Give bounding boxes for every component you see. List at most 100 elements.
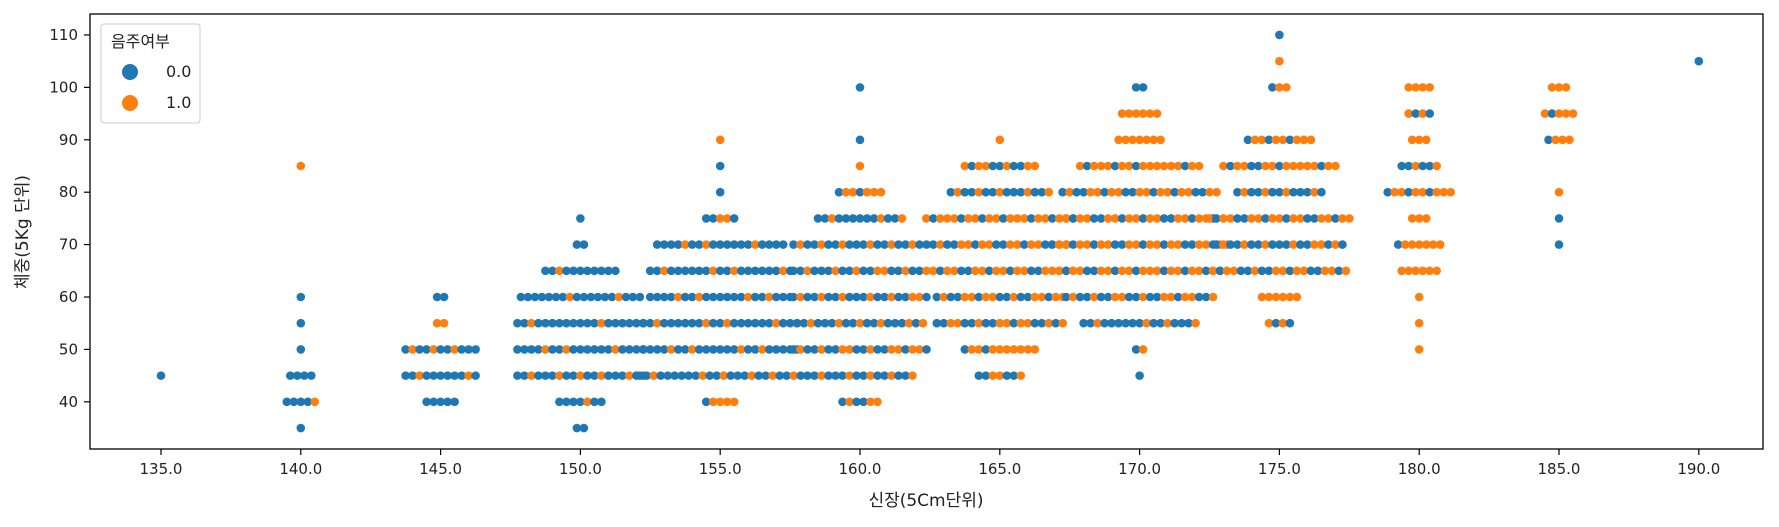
data-point: [551, 292, 561, 302]
data-point: [915, 240, 924, 249]
data-point: [625, 371, 634, 380]
data-point: [1159, 292, 1169, 302]
data-point: [635, 292, 645, 302]
data-point: [1257, 292, 1267, 302]
data-point: [569, 266, 578, 276]
data-point: [726, 371, 735, 380]
data-point: [1551, 135, 1560, 145]
data-point: [604, 345, 613, 354]
data-point: [680, 318, 690, 328]
y-tick-label: 100: [49, 78, 78, 96]
data-point: [950, 266, 959, 276]
data-point: [831, 292, 840, 302]
data-point: [562, 318, 571, 328]
data-point: [1338, 214, 1347, 223]
data-point: [957, 240, 966, 249]
data-point: [1310, 214, 1319, 223]
data-point: [1173, 266, 1183, 276]
data-point: [1152, 240, 1162, 249]
data-point: [1324, 240, 1333, 249]
data-point: [1009, 187, 1019, 197]
data-point: [1166, 266, 1176, 276]
data-point: [712, 371, 721, 380]
data-point: [1170, 318, 1179, 328]
data-point: [520, 371, 529, 380]
data-point: [1411, 187, 1420, 197]
data-point: [1159, 214, 1169, 223]
data-point: [985, 214, 994, 223]
data-point: [1089, 292, 1099, 302]
data-point: [1194, 292, 1204, 302]
data-point: [708, 240, 718, 249]
data-point: [303, 397, 313, 407]
data-point: [841, 214, 851, 223]
data-point: [1554, 83, 1564, 92]
data-point: [1254, 214, 1263, 223]
data-point: [422, 345, 431, 354]
data-point: [1194, 266, 1204, 276]
data-point: [1282, 83, 1291, 92]
data-point: [1173, 214, 1183, 223]
data-point: [701, 345, 711, 354]
x-tick-label: 165.0: [978, 460, 1021, 478]
data-point: [1138, 292, 1148, 302]
y-tick-label: 80: [59, 183, 78, 201]
data-point: [583, 266, 592, 276]
data-point: [1418, 83, 1427, 92]
data-point: [1418, 187, 1427, 197]
data-point: [918, 318, 928, 328]
data-point: [708, 214, 718, 223]
data-point: [1250, 266, 1260, 276]
data-point: [666, 240, 676, 249]
data-point: [673, 318, 683, 328]
data-point: [558, 292, 568, 302]
data-point: [887, 240, 896, 249]
data-point: [845, 266, 854, 276]
data-point: [652, 240, 662, 249]
data-point: [1149, 135, 1158, 145]
data-point: [1117, 109, 1127, 118]
data-point: [1149, 318, 1158, 328]
data-point: [652, 266, 662, 276]
data-point: [813, 214, 823, 223]
data-point: [708, 345, 718, 354]
data-point: [722, 318, 732, 328]
data-point: [1093, 318, 1102, 328]
data-point: [827, 214, 837, 223]
data-point: [1345, 214, 1354, 223]
data-point: [1006, 266, 1015, 276]
data-point: [743, 345, 753, 354]
data-point: [1163, 187, 1172, 197]
data-point: [1030, 161, 1040, 171]
data-point: [1240, 214, 1249, 223]
data-point: [824, 292, 833, 302]
data-point: [1044, 292, 1054, 302]
data-point: [978, 266, 987, 276]
data-point: [1124, 240, 1134, 249]
data-point: [597, 371, 606, 380]
data-point: [1303, 187, 1312, 197]
data-point: [1159, 161, 1169, 171]
data-point: [1166, 240, 1176, 249]
data-point: [1013, 266, 1022, 276]
data-point: [894, 292, 903, 302]
data-point: [1407, 240, 1417, 249]
data-point: [687, 240, 697, 249]
data-point: [1020, 240, 1029, 249]
data-point: [1397, 187, 1406, 197]
data-point: [1114, 318, 1123, 328]
data-point: [415, 371, 424, 380]
data-point: [1428, 240, 1438, 249]
data-point: [1187, 266, 1197, 276]
data-point: [1075, 292, 1085, 302]
data-point: [1173, 161, 1183, 171]
data-point: [1068, 292, 1078, 302]
data-point: [715, 135, 725, 145]
data-point: [471, 345, 480, 354]
data-point: [757, 266, 767, 276]
data-point: [782, 371, 791, 380]
data-point: [936, 214, 945, 223]
data-point: [1414, 292, 1424, 302]
data-point: [1131, 240, 1141, 249]
data-point: [922, 345, 931, 354]
